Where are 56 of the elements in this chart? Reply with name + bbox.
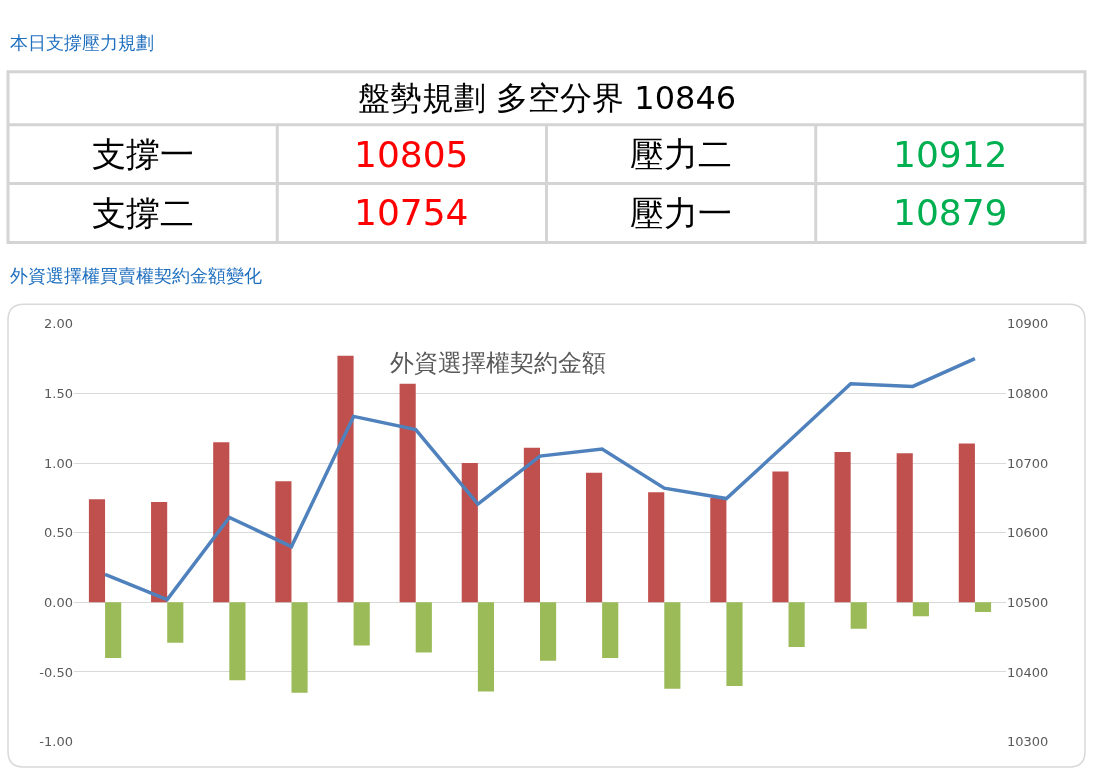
bar bbox=[585, 472, 603, 603]
bar bbox=[151, 502, 168, 603]
y2-tick-label: 10400 bbox=[1007, 664, 1049, 680]
y2-tick-label: 10500 bbox=[1007, 594, 1049, 610]
data-label: 10805 bbox=[354, 134, 469, 175]
bar bbox=[523, 447, 540, 603]
bar bbox=[291, 602, 308, 693]
category-label: 支撐二 bbox=[92, 193, 194, 233]
y-tick-label: 1.50 bbox=[44, 385, 73, 401]
bar bbox=[275, 481, 292, 603]
bar bbox=[974, 602, 992, 613]
y-tick-label: 1.00 bbox=[44, 455, 73, 471]
y-tick-label: 0.00 bbox=[44, 594, 73, 610]
y2-tick-label: 10600 bbox=[1007, 525, 1049, 541]
category-label: 壓力二 bbox=[630, 134, 732, 174]
bar bbox=[710, 497, 727, 603]
data-label: 10754 bbox=[354, 192, 469, 233]
bar bbox=[912, 602, 929, 617]
bar bbox=[337, 355, 354, 603]
bar bbox=[213, 442, 230, 603]
data-label: 10912 bbox=[893, 134, 1008, 175]
y2-tick-label: 10800 bbox=[1007, 385, 1049, 401]
bar bbox=[834, 451, 851, 603]
y-tick-label: 0.50 bbox=[44, 525, 73, 541]
y-tick-label: -1.00 bbox=[39, 734, 73, 750]
text: 盤勢規劃 多空分界 10846 bbox=[358, 79, 737, 117]
bar bbox=[648, 492, 665, 603]
bar bbox=[399, 383, 416, 603]
bar bbox=[664, 602, 681, 689]
bar bbox=[958, 443, 975, 603]
chart-title: 外資選擇權買賣權契約金額變化 bbox=[10, 265, 262, 286]
bar bbox=[477, 602, 495, 692]
category-label: 支撐一 bbox=[92, 134, 194, 174]
bar bbox=[726, 602, 743, 686]
y2-tick-label: 10900 bbox=[1007, 316, 1049, 332]
bar bbox=[602, 602, 619, 659]
category-label: 壓力一 bbox=[630, 193, 732, 233]
bar bbox=[105, 602, 122, 659]
bar bbox=[788, 602, 805, 647]
text: 外資選擇權契約金額 bbox=[390, 349, 606, 377]
y-tick-label: -0.50 bbox=[39, 664, 73, 680]
bar bbox=[415, 602, 432, 653]
bar bbox=[850, 602, 867, 629]
bar bbox=[229, 602, 246, 681]
bar bbox=[167, 602, 184, 643]
y-tick-label: 2.00 bbox=[44, 316, 73, 332]
y2-tick-label: 10300 bbox=[1007, 734, 1049, 750]
data-label: 10879 bbox=[893, 192, 1008, 233]
bar bbox=[88, 499, 106, 603]
bar bbox=[540, 602, 557, 661]
bar bbox=[896, 453, 913, 603]
bar bbox=[461, 463, 478, 603]
bar bbox=[772, 471, 789, 603]
text: 本日支撐壓力規劃 bbox=[10, 32, 154, 53]
bar bbox=[353, 602, 370, 646]
y2-tick-label: 10700 bbox=[1007, 455, 1049, 471]
